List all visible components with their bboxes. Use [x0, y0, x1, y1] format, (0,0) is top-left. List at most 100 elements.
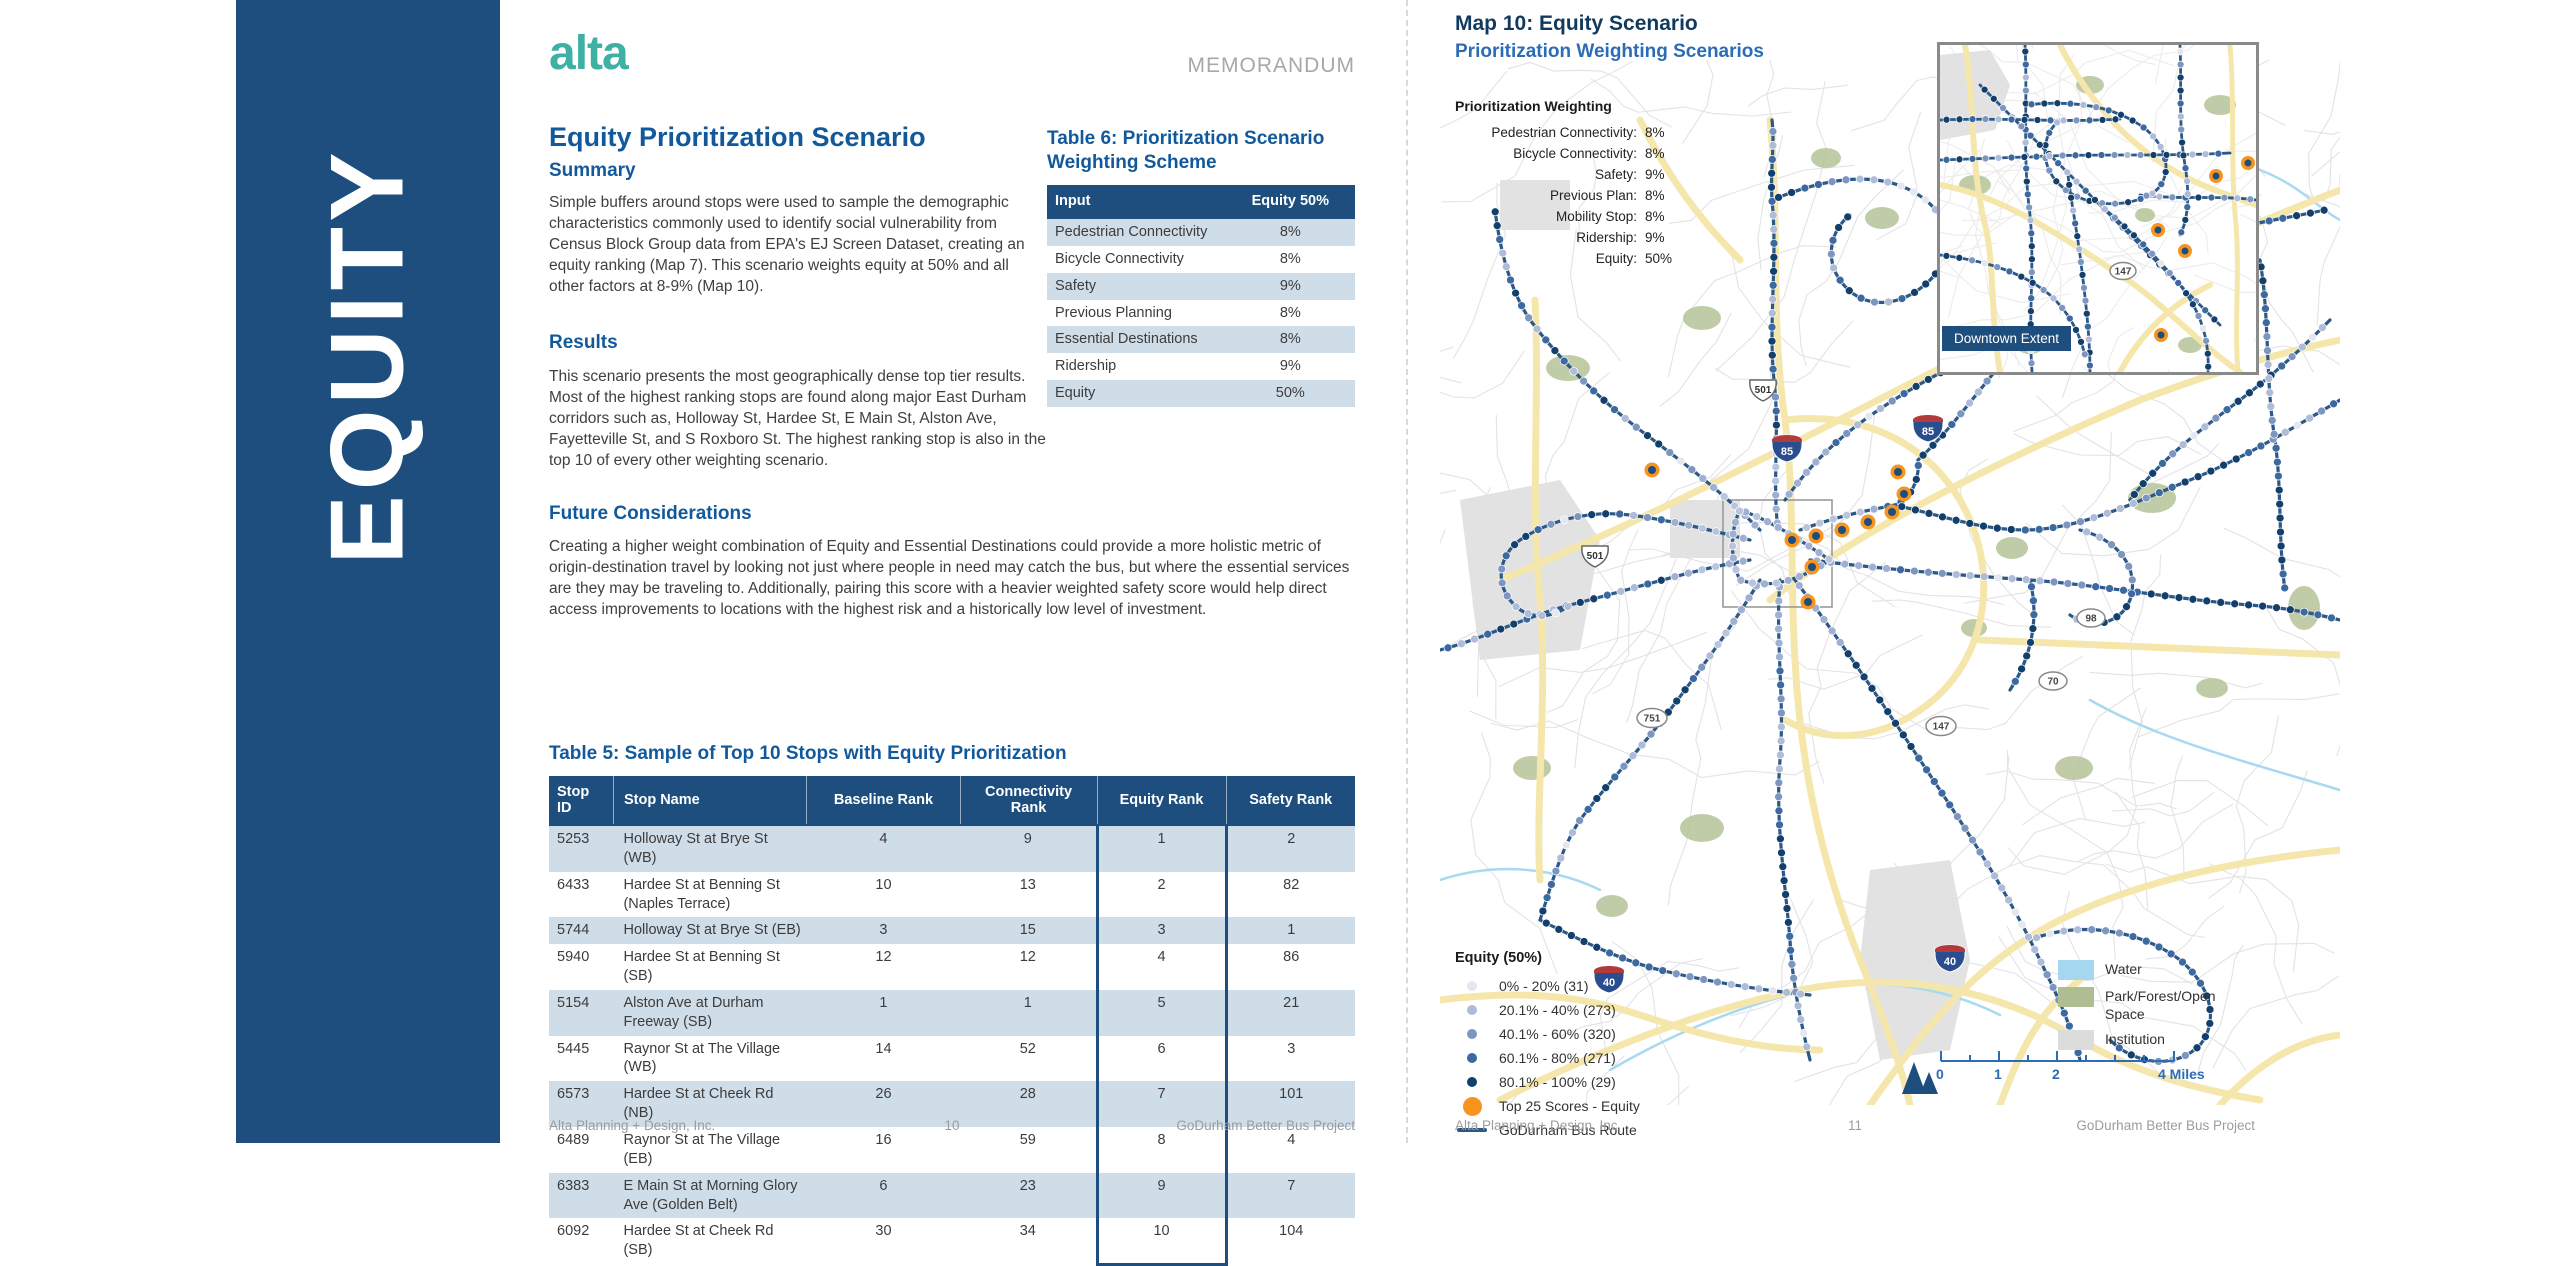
- footer-page-number: 10: [944, 1118, 960, 1133]
- map-subtitle: Prioritization Weighting Scenarios: [1455, 41, 1764, 62]
- weighting-value: 8%: [1645, 125, 1665, 140]
- us-route-shield: 501: [1581, 545, 1609, 568]
- footer-project: GoDurham Better Bus Project: [2076, 1118, 2255, 1133]
- map-page: Map 10: Equity Scenario Prioritization W…: [1440, 0, 2408, 1143]
- table6-header-row: Input Equity 50%: [1047, 185, 1355, 219]
- table-cell: 3: [1287, 1040, 1296, 1057]
- legend-item: 20.1% - 40% (273): [1455, 998, 1640, 1022]
- table5-header-row: Stop ID Stop Name Baseline Rank Connectivit…: [549, 776, 1355, 826]
- legend-item: 60.1% - 80% (271): [1455, 1046, 1640, 1070]
- table-row: Equity 50%: [1047, 380, 1355, 407]
- interstate-shield: 85: [1771, 434, 1803, 463]
- table-cell: Safety: [1047, 272, 1226, 300]
- weighting-value: 8%: [1645, 209, 1665, 224]
- svg-text:70: 70: [2047, 677, 2059, 688]
- table-cell: Ridership: [1055, 358, 1117, 375]
- us-route-shield: 501: [1749, 379, 1777, 402]
- table-cell: 2: [1095, 871, 1228, 918]
- route-shields: 501 85 85 501 751 147: [1581, 379, 2106, 994]
- table-cell: 104: [1279, 1223, 1304, 1240]
- area-legend: Water Park/Forest/Open Space Institution: [2058, 960, 2255, 1057]
- table5: Stop ID Stop Name Baseline Rank Connectivit…: [549, 776, 1355, 1266]
- north-arrow-icon: [1902, 1062, 1938, 1094]
- table-cell: Pedestrian Connectivity: [1047, 218, 1226, 246]
- table-cell: 5445: [557, 1040, 590, 1057]
- legend-item: Park/Forest/Open Space: [2058, 987, 2255, 1023]
- legend-label: 60.1% - 80% (271): [1499, 1050, 1616, 1066]
- weighting-label: Previous Plan:: [1549, 188, 1637, 203]
- legend-item: 40.1% - 60% (320): [1455, 1022, 1640, 1046]
- city-map: 501 85 85 501 751 147: [1440, 60, 2340, 1105]
- table-row: Previous Planning 8%: [1047, 300, 1355, 327]
- page-title: Equity Prioritization Scenario: [549, 122, 926, 152]
- table-cell: 16: [875, 1131, 892, 1148]
- table-cell: 8%: [1225, 218, 1355, 246]
- legend-item: Water: [2058, 960, 2255, 980]
- table-row: 5445 Raynor St at The Village (WB) 14 52 6 3: [549, 1035, 1355, 1082]
- table-row: Ridership 9%: [1047, 353, 1355, 380]
- memorandum-label: MEMORANDUM: [1187, 54, 1355, 77]
- table-cell: 15: [960, 917, 1098, 945]
- equity-legend: Equity (50%) 0% - 20% (31) 20.1% - 40% (2…: [1455, 950, 1640, 1142]
- table-cell: 5744: [549, 917, 614, 945]
- table-cell: 6: [1095, 1035, 1228, 1082]
- table-cell: 7: [1226, 1172, 1355, 1219]
- scale-bar: 0 1 2 4 Miles: [1900, 1040, 2230, 1102]
- table-cell: 23: [960, 1172, 1098, 1219]
- table-row: 5154 Alston Ave at Durham Freeway (SB) 1 1 5…: [549, 989, 1355, 1036]
- section-heading-summary: Summary: [549, 160, 636, 181]
- weighting-label: Ridership:: [1576, 230, 1637, 245]
- scale-label: 1: [1994, 1066, 2002, 1082]
- column-header: Input: [1047, 185, 1226, 219]
- table-cell: 14: [875, 1040, 892, 1057]
- table-cell: 6433: [557, 876, 590, 893]
- weighting-value: 9%: [1645, 230, 1665, 245]
- table-cell: 6092: [557, 1223, 590, 1240]
- legend-label: 20.1% - 40% (273): [1499, 1002, 1616, 1018]
- legend-item: 80.1% - 100% (29): [1455, 1070, 1640, 1094]
- state-route-shield: 147: [1925, 715, 1957, 737]
- legend-dot-icon: [1467, 1053, 1477, 1063]
- weighting-label: Bicycle Connectivity:: [1513, 146, 1637, 161]
- state-route-shield: 98: [2076, 608, 2106, 628]
- svg-text:501: 501: [1755, 385, 1772, 396]
- table-cell: 13: [1019, 876, 1036, 893]
- section-heading-future-considerations: Future Considerations: [549, 503, 752, 524]
- legend-dot-icon: [1467, 1029, 1477, 1039]
- table-row: 6383 E Main St at Morning Glory Ave (Gold…: [549, 1172, 1355, 1219]
- top25-circle-icon: [1462, 1096, 1482, 1116]
- scale-label: 2: [2052, 1066, 2060, 1082]
- inset-bus-stops-layer: [1942, 47, 2255, 371]
- equity-legend-items: 0% - 20% (31) 20.1% - 40% (273) 40.1% - 60…: [1455, 974, 1640, 1094]
- table-cell: 4: [1287, 1131, 1296, 1148]
- table5-title: Table 5: Sample of Top 10 Stops with Equ…: [549, 743, 1067, 764]
- top25-equity-stops: [1644, 462, 1912, 610]
- table6-title: Table 6: Prioritization Scenario Weighti…: [1047, 128, 1325, 173]
- table-cell: 1: [1095, 825, 1228, 872]
- banner-vertical-text: EQUITY: [309, 147, 426, 565]
- table-row: Essential Destinations 8%: [1047, 326, 1355, 354]
- legend-label: 0% - 20% (31): [1499, 978, 1589, 994]
- downtown-inset-map: 147 Downtown Extent: [1800, 0, 2408, 608]
- legend-item: 0% - 20% (31): [1455, 974, 1640, 998]
- svg-text:501: 501: [1587, 551, 1604, 562]
- footer-project: GoDurham Better Bus Project: [1176, 1118, 1355, 1133]
- table-cell: Hardee St at Cheek Rd (SB): [623, 1223, 774, 1259]
- table-cell: 6573: [549, 1081, 614, 1127]
- legend-item-top25: Top 25 Scores - Equity: [1455, 1094, 1640, 1118]
- weighting-label: Mobility Stop:: [1555, 209, 1637, 224]
- weighting-label: Equity:: [1595, 251, 1637, 266]
- legend-dot-icon: [1467, 1005, 1477, 1015]
- footer-company: Alta Planning + Design, Inc.: [1455, 1118, 1622, 1133]
- column-header: Equity 50%: [1225, 185, 1355, 219]
- table-cell: Holloway St at Brye St (EB): [613, 917, 807, 945]
- table-row: 5940 Hardee St at Benning St (SB) 12 12 4 86: [549, 944, 1355, 990]
- column-header: Stop ID: [549, 776, 614, 826]
- legend-label: Institution: [2105, 1031, 2165, 1047]
- legend-label: 40.1% - 60% (320): [1499, 1026, 1616, 1042]
- table-cell: Bicycle Connectivity: [1055, 250, 1184, 267]
- table-cell: Raynor St at The Village (EB): [623, 1131, 781, 1167]
- table-row: 6433 Hardee St at Benning St (Naples Terr…: [549, 871, 1355, 918]
- table-cell: Hardee St at Benning St (Naples Terrace): [623, 876, 780, 912]
- alta-logo: alta: [549, 27, 629, 80]
